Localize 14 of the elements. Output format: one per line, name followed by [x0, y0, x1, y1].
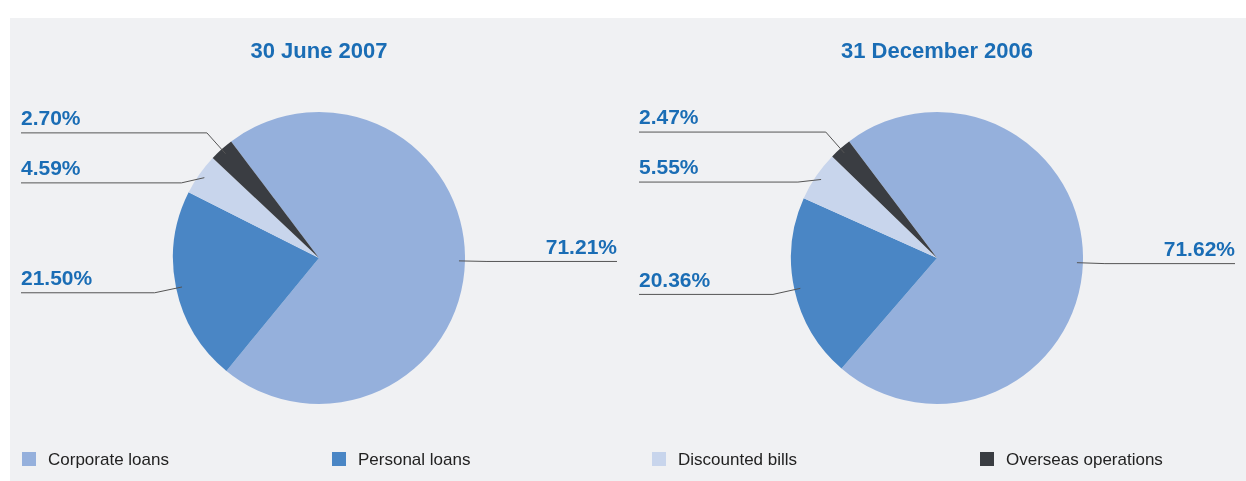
legend-label: Personal loans: [358, 450, 471, 469]
data-label: 2.47%: [639, 105, 699, 129]
chart-title: 31 December 2006: [840, 38, 1034, 64]
data-label: 4.59%: [21, 156, 81, 180]
data-label: 20.36%: [639, 267, 711, 291]
data-label: 5.55%: [639, 155, 699, 179]
data-label: 21.50%: [21, 266, 93, 290]
legend-label: Corporate loans: [48, 450, 169, 469]
data-label: 2.70%: [21, 106, 81, 130]
legend-label: Discounted bills: [678, 450, 798, 469]
legend-label: Overseas operations: [1006, 450, 1163, 469]
chart-title: 30 June 2007: [249, 38, 389, 64]
data-label: 71.21%: [545, 234, 618, 258]
data-label: 71.62%: [1163, 236, 1236, 260]
